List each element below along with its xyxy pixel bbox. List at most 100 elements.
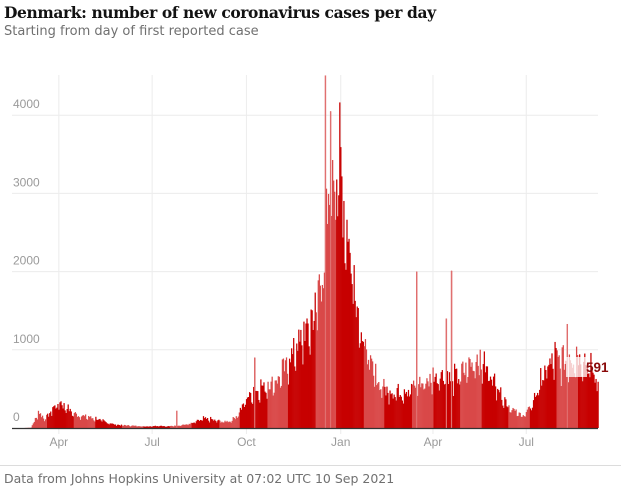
bar	[272, 395, 274, 428]
bar	[291, 348, 293, 428]
bar	[241, 404, 244, 428]
bar	[232, 417, 234, 428]
bar	[123, 424, 126, 428]
bar	[263, 382, 265, 428]
bar	[84, 414, 87, 428]
bar	[335, 219, 337, 428]
latest-value-box	[566, 357, 587, 377]
bar	[53, 406, 55, 428]
bar	[58, 409, 60, 428]
bar	[571, 367, 574, 428]
bar	[191, 423, 193, 428]
bar	[279, 387, 282, 428]
bar	[441, 370, 443, 428]
bar	[406, 396, 409, 428]
bar	[88, 415, 90, 428]
bar	[238, 412, 241, 428]
bar	[457, 383, 459, 428]
bar	[486, 366, 489, 428]
bar	[563, 369, 565, 428]
spike-bar	[416, 271, 418, 428]
bar	[110, 423, 112, 428]
bar	[384, 386, 386, 428]
bar	[227, 422, 229, 428]
bar	[32, 423, 34, 428]
bar	[318, 274, 320, 428]
y-axis-labels: 0 1000 2000 3000 4000	[13, 97, 40, 424]
bar	[590, 352, 592, 428]
bar	[168, 426, 170, 428]
bar	[342, 237, 344, 428]
bar	[308, 346, 310, 428]
bar	[396, 388, 398, 428]
bar	[121, 425, 124, 428]
bar	[576, 355, 579, 428]
bar	[202, 416, 205, 428]
bar	[297, 350, 299, 428]
bar	[183, 424, 185, 428]
bar	[70, 411, 72, 428]
bar	[538, 395, 540, 428]
bar	[217, 420, 219, 428]
bar	[66, 409, 68, 428]
bar	[101, 421, 103, 428]
bar	[132, 425, 134, 428]
cases-chart: 0 1000 2000 3000 4000 Apr Jul Oct Jan Apr Jul 591	[12, 75, 609, 449]
bar	[304, 341, 306, 428]
bar	[62, 408, 64, 428]
bar	[345, 269, 347, 428]
bar	[398, 396, 400, 428]
bar	[155, 426, 157, 428]
bar	[455, 369, 457, 428]
bar	[525, 412, 528, 428]
bar	[502, 405, 504, 428]
bar	[420, 387, 422, 428]
bar	[399, 395, 401, 428]
bar	[244, 404, 247, 428]
bar	[213, 420, 215, 428]
bar	[353, 265, 355, 428]
bar	[196, 419, 198, 428]
bar	[268, 389, 270, 428]
bar	[223, 422, 225, 428]
bar	[282, 358, 285, 428]
bar	[270, 381, 272, 428]
bar	[211, 419, 213, 428]
bar	[351, 284, 353, 428]
bar	[230, 422, 232, 428]
bar	[188, 423, 190, 428]
bar	[192, 422, 194, 428]
bar	[378, 382, 380, 428]
bar	[52, 407, 54, 428]
bar	[500, 387, 502, 428]
bar	[338, 195, 340, 428]
bar	[479, 349, 481, 428]
bar	[65, 413, 67, 428]
bar	[237, 416, 239, 428]
bar	[480, 369, 482, 428]
bar	[373, 375, 375, 428]
bar	[581, 376, 583, 428]
bar	[182, 424, 184, 428]
bar	[226, 420, 228, 428]
bar	[490, 379, 493, 428]
bar	[431, 394, 433, 428]
bar	[341, 176, 343, 428]
bar	[212, 419, 214, 428]
bar	[246, 397, 249, 428]
bar	[472, 370, 474, 428]
bar	[77, 416, 80, 428]
bar	[366, 364, 369, 428]
bar	[75, 413, 78, 428]
bar	[236, 417, 238, 428]
bar	[519, 412, 521, 428]
bar	[357, 308, 359, 428]
bar	[104, 421, 106, 428]
bar	[37, 410, 40, 428]
bar	[530, 410, 533, 428]
bar	[141, 426, 143, 428]
bar	[543, 380, 545, 428]
bar	[368, 369, 371, 428]
bar	[461, 363, 463, 428]
bar	[494, 386, 497, 428]
